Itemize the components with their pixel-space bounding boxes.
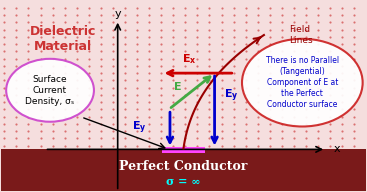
Text: Surface
Current
Density, σₛ: Surface Current Density, σₛ: [25, 75, 75, 106]
Text: $\mathbf{E_y}$: $\mathbf{E_y}$: [224, 88, 238, 104]
Ellipse shape: [6, 59, 94, 122]
Text: y: y: [115, 9, 121, 19]
Ellipse shape: [242, 39, 363, 127]
Bar: [1, 149, 366, 191]
Text: Perfect Conductor: Perfect Conductor: [119, 160, 248, 173]
Text: There is no Parallel
(Tangential)
Component of E at
the Perfect
Conductor surfac: There is no Parallel (Tangential) Compon…: [266, 56, 339, 109]
Text: $\mathbf{E_x}$: $\mathbf{E_x}$: [182, 52, 196, 65]
Text: σ = ∞: σ = ∞: [166, 176, 201, 187]
Text: Dielectric
Material: Dielectric Material: [30, 25, 96, 53]
Text: $\mathbf{E}$: $\mathbf{E}$: [173, 79, 182, 92]
Text: x: x: [334, 144, 340, 154]
Text: Field
Lines: Field Lines: [290, 26, 313, 45]
Bar: [161, 146, 206, 153]
Text: $\mathbf{E_y}$: $\mathbf{E_y}$: [132, 119, 147, 136]
